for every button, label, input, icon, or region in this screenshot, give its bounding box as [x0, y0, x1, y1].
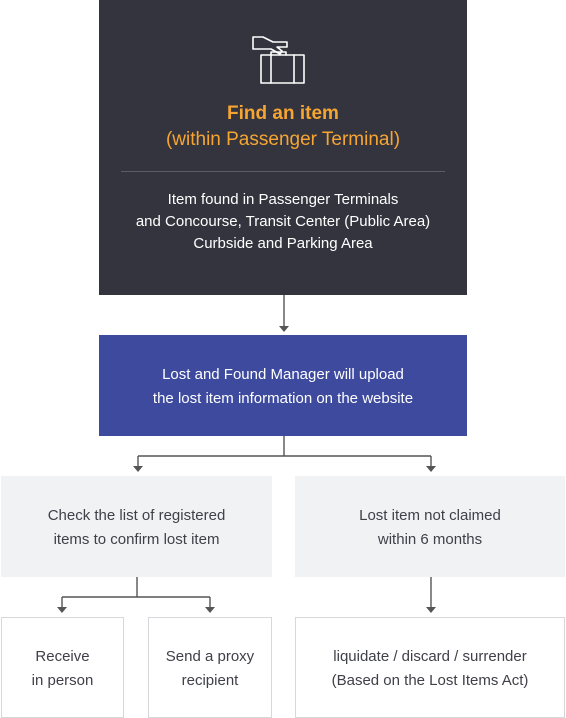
upload-line: Lost and Found Manager will upload — [162, 366, 404, 383]
description-line: Curbside and Parking Area — [193, 235, 373, 252]
step-proxy-box — [148, 617, 272, 718]
unclaimed-line: Lost item not claimed — [359, 507, 501, 524]
proxy-line: Send a proxy — [165, 648, 255, 665]
upload-line: the lost item information on the website — [152, 390, 414, 407]
step-check-list-box — [1, 476, 272, 577]
step-find-item-box — [99, 0, 467, 295]
arrow-head — [133, 466, 143, 472]
divider — [121, 171, 445, 172]
step-upload-box — [99, 335, 467, 436]
arrow-head — [279, 326, 289, 332]
unclaimed-text: Lost item not claimed within 6 months — [295, 504, 565, 552]
dispose-line: (Based on the Lost Items Act) — [331, 672, 529, 689]
description-line: and Concourse, Transit Center (Public Ar… — [135, 213, 431, 230]
arrow-head — [57, 607, 67, 613]
luggage-icon — [252, 36, 305, 84]
step-receive-box — [1, 617, 124, 718]
receive-line: Receive — [35, 648, 90, 665]
arrow-head — [426, 607, 436, 613]
arrow-head — [426, 466, 436, 472]
find-item-description: Item found in Passenger Terminals and Co… — [99, 189, 467, 255]
check-list-text: Check the list of registered items to co… — [1, 504, 272, 552]
check-list-line: items to confirm lost item — [53, 531, 220, 548]
arrow-head — [205, 607, 215, 613]
proxy-text: Send a proxy recipient — [148, 645, 272, 693]
unclaimed-line: within 6 months — [377, 531, 483, 548]
dispose-line: liquidate / discard / surrender — [333, 648, 527, 665]
find-item-subtitle: (within Passenger Terminal) — [165, 129, 401, 150]
step-unclaimed-box — [295, 476, 565, 577]
receive-line: in person — [31, 672, 94, 689]
description-line: Item found in Passenger Terminals — [167, 191, 399, 208]
receive-text: Receive in person — [1, 645, 124, 693]
upload-description: Lost and Found Manager will upload the l… — [99, 363, 467, 411]
find-item-title: Find an item — [227, 103, 339, 124]
check-list-line: Check the list of registered — [47, 507, 226, 524]
step-dispose-box — [295, 617, 565, 718]
dispose-text: liquidate / discard / surrender (Based o… — [295, 645, 565, 693]
proxy-line: recipient — [181, 672, 239, 689]
